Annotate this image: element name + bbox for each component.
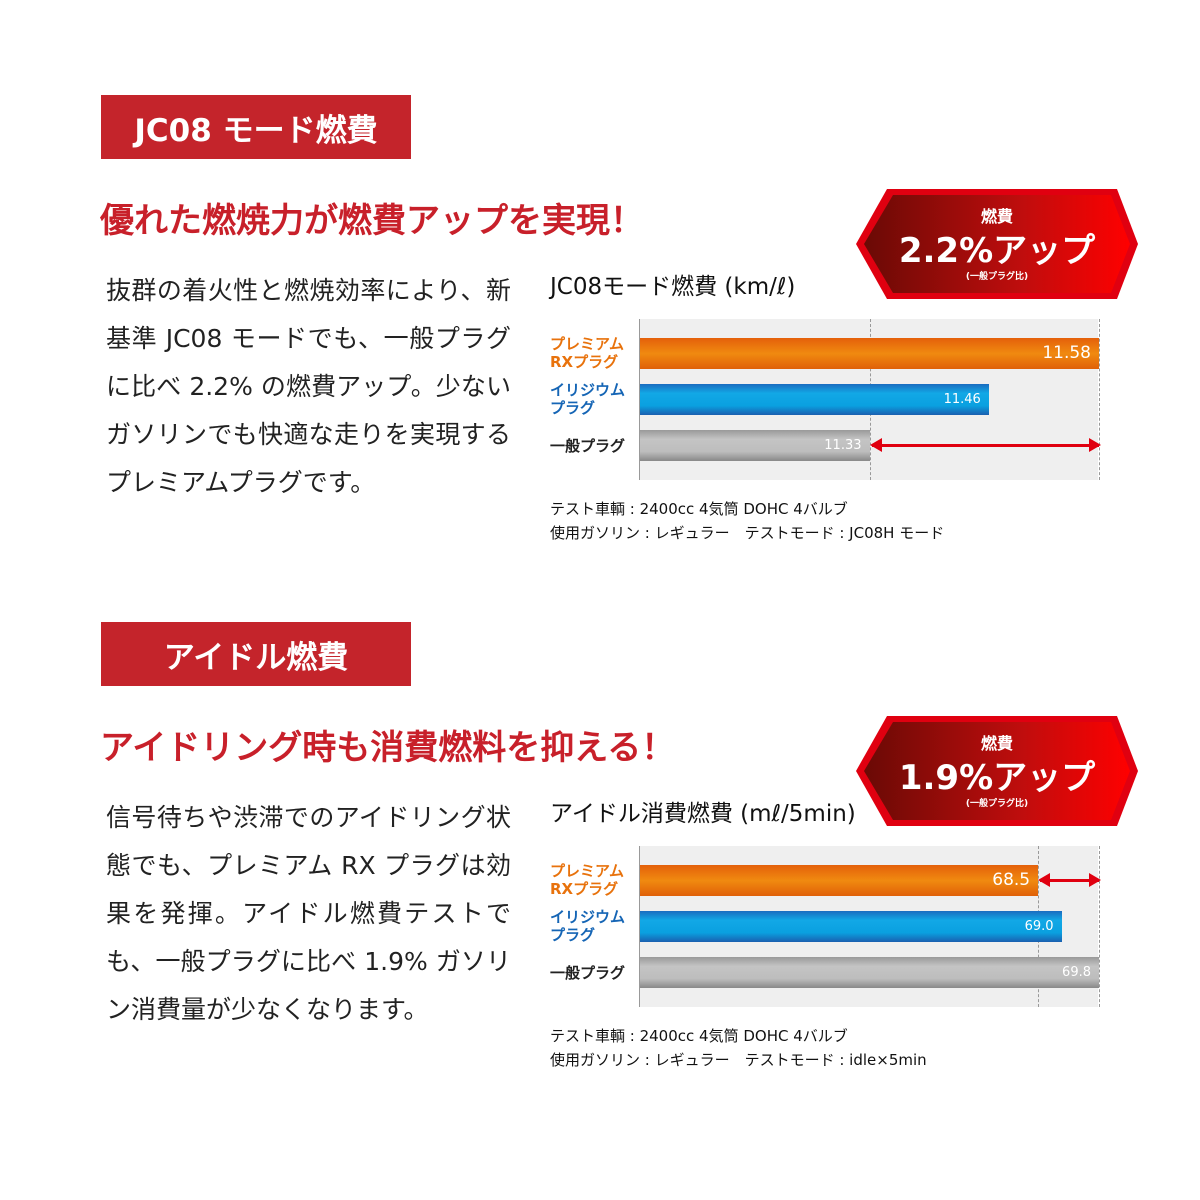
reference-line [1099, 319, 1100, 480]
data-label: 69.0 [1024, 919, 1054, 934]
difference-arrow [869, 438, 1101, 452]
category-label-line: イリジウム [550, 381, 626, 399]
section-header: アイドル燃費 [101, 622, 411, 686]
reference-line [1099, 846, 1100, 1007]
body-text: 信号待ちや渋滞でのアイドリング状態でも、プレミアム RX プラグは効果を発揮。ア… [106, 803, 511, 1024]
improvement-badge: 燃費 1.9%アップ (一般プラグ比) [855, 714, 1139, 828]
body-text: 抜群の着火性と燃焼効率により、新基準 JC08 モードでも、一般プラグに比べ 2… [106, 276, 511, 497]
data-label: 11.33 [824, 438, 862, 453]
test-note: 使用ガソリン : レギュラー テストモード : idle×5min [550, 1051, 927, 1069]
data-label: 11.46 [943, 392, 981, 407]
badge-label: 燃費 [980, 734, 1013, 753]
category-label-line: 一般プラグ [550, 437, 626, 455]
badge-sub: (一般プラグ比) [965, 799, 1029, 809]
chart-title: アイドル消費燃費 (mℓ/5min) [550, 801, 856, 827]
bar-1 [640, 911, 1062, 942]
test-note: テスト車輌 : 2400cc 4気筒 DOHC 4バルブ [550, 500, 848, 518]
plot-area: 11.58 11.46 11.33 [639, 319, 1101, 480]
data-label: 69.8 [1062, 965, 1091, 980]
hexagon-badge-shape [856, 716, 1138, 826]
category-label-line: プレミアム [550, 335, 624, 353]
section-1: JC08 モード燃費 優れた燃焼力が燃費アップを実現！ 抜群の着火性と燃焼効率に… [0, 95, 1200, 622]
category-label-line: プレミアム [550, 862, 624, 880]
category-label: イリジウム プラグ [550, 381, 625, 417]
category-label-line: 一般プラグ [550, 964, 626, 982]
bar-2 [640, 430, 870, 461]
bar-0 [640, 865, 1039, 896]
headline: アイドリング時も消費燃料を抑える！ [100, 728, 676, 768]
data-label: 68.5 [992, 870, 1031, 890]
section-header: JC08 モード燃費 [101, 95, 411, 159]
bar-0 [640, 338, 1099, 369]
improvement-badge: 燃費 2.2%アップ (一般プラグ比) [855, 187, 1139, 301]
category-label: 一般プラグ [550, 964, 625, 982]
test-note: 使用ガソリン : レギュラー テストモード : JC08H モード [550, 524, 945, 542]
hexagon-badge-shape [856, 189, 1138, 299]
badge-value: 2.2%アップ [898, 231, 1096, 271]
bar-1 [640, 384, 989, 415]
section-2: アイドル燃費 アイドリング時も消費燃料を抑える！ 信号待ちや渋滞でのアイドリング… [0, 622, 1200, 1149]
category-label-line: プラグ [550, 399, 596, 417]
difference-arrow [1038, 873, 1101, 887]
plot-area: 68.5 69.0 69.8 [639, 846, 1101, 1007]
category-label-line: RXプラグ [550, 880, 619, 898]
badge-sub: (一般プラグ比) [965, 272, 1029, 282]
data-label: 11.58 [1042, 343, 1091, 363]
chart-title: JC08モード燃費 (km/ℓ) [550, 274, 796, 300]
headline: 優れた燃焼力が燃費アップを実現！ [100, 201, 644, 241]
category-label-line: イリジウム [550, 908, 626, 926]
bar-2 [640, 957, 1099, 988]
category-label-line: プラグ [550, 926, 596, 944]
category-label-line: RXプラグ [550, 353, 619, 371]
test-note: テスト車輌 : 2400cc 4気筒 DOHC 4バルブ [550, 1027, 848, 1045]
category-label: イリジウム プラグ [550, 908, 625, 944]
badge-label: 燃費 [980, 207, 1013, 226]
badge-value: 1.9%アップ [898, 758, 1096, 798]
category-label: プレミアム RXプラグ [550, 335, 624, 371]
category-label: 一般プラグ [550, 437, 625, 455]
category-label: プレミアム RXプラグ [550, 862, 624, 898]
